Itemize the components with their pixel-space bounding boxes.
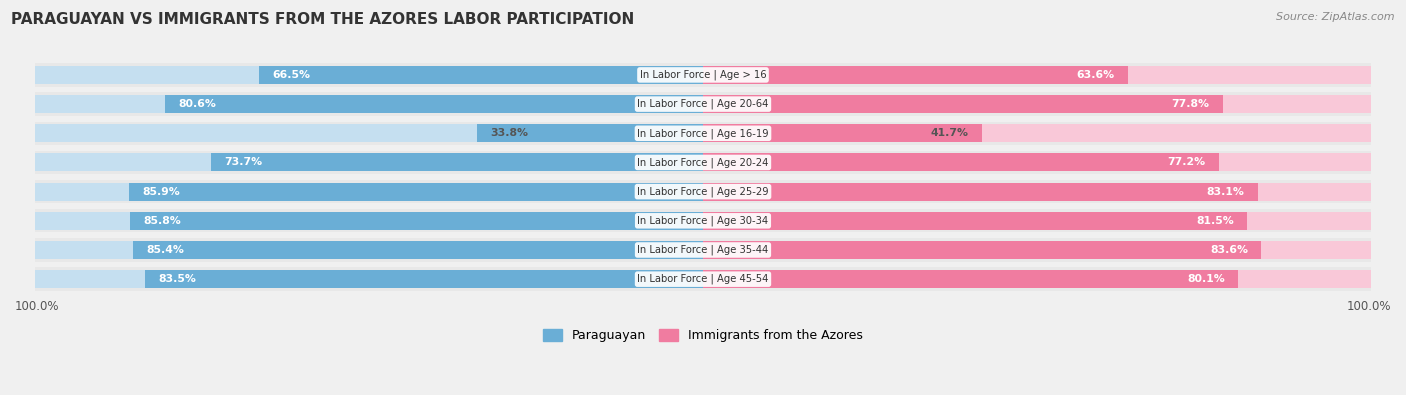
Bar bbox=[35, 212, 703, 230]
Text: PARAGUAYAN VS IMMIGRANTS FROM THE AZORES LABOR PARTICIPATION: PARAGUAYAN VS IMMIGRANTS FROM THE AZORES… bbox=[11, 12, 634, 27]
Bar bbox=[165, 95, 703, 113]
Text: In Labor Force | Age 45-54: In Labor Force | Age 45-54 bbox=[637, 274, 769, 284]
Bar bbox=[703, 95, 1371, 113]
Bar bbox=[35, 92, 1371, 116]
Text: In Labor Force | Age 20-24: In Labor Force | Age 20-24 bbox=[637, 157, 769, 168]
Bar bbox=[703, 241, 1371, 259]
Text: In Labor Force | Age 16-19: In Labor Force | Age 16-19 bbox=[637, 128, 769, 139]
Bar bbox=[703, 124, 1371, 142]
Bar bbox=[35, 238, 1371, 261]
Bar bbox=[35, 124, 703, 142]
Text: In Labor Force | Age 25-29: In Labor Force | Age 25-29 bbox=[637, 186, 769, 197]
Bar bbox=[129, 182, 703, 201]
Text: 41.7%: 41.7% bbox=[931, 128, 969, 138]
Text: 63.6%: 63.6% bbox=[1077, 70, 1115, 80]
Text: 85.8%: 85.8% bbox=[143, 216, 181, 226]
Bar bbox=[211, 153, 703, 171]
Text: 73.7%: 73.7% bbox=[224, 158, 262, 167]
Bar bbox=[703, 270, 1371, 288]
Text: 80.6%: 80.6% bbox=[179, 99, 217, 109]
Bar bbox=[35, 122, 1371, 145]
Bar bbox=[703, 182, 1258, 201]
Text: 100.0%: 100.0% bbox=[15, 300, 59, 313]
Text: In Labor Force | Age 20-64: In Labor Force | Age 20-64 bbox=[637, 99, 769, 109]
Bar bbox=[703, 270, 1239, 288]
Text: 100.0%: 100.0% bbox=[1347, 300, 1391, 313]
Text: In Labor Force | Age 35-44: In Labor Force | Age 35-44 bbox=[637, 245, 769, 255]
Text: 77.8%: 77.8% bbox=[1171, 99, 1209, 109]
Bar bbox=[35, 241, 703, 259]
Bar bbox=[145, 270, 703, 288]
Bar bbox=[35, 63, 1371, 87]
Bar bbox=[703, 153, 1371, 171]
Bar bbox=[35, 66, 703, 84]
Bar bbox=[703, 153, 1219, 171]
Bar bbox=[259, 66, 703, 84]
Text: In Labor Force | Age > 16: In Labor Force | Age > 16 bbox=[640, 70, 766, 80]
Bar bbox=[703, 212, 1371, 230]
Text: 83.6%: 83.6% bbox=[1211, 245, 1249, 255]
Text: 83.1%: 83.1% bbox=[1206, 186, 1244, 197]
Bar bbox=[703, 212, 1247, 230]
Text: 77.2%: 77.2% bbox=[1167, 158, 1205, 167]
Bar bbox=[703, 66, 1128, 84]
Bar bbox=[703, 182, 1371, 201]
Bar bbox=[35, 267, 1371, 291]
Text: 66.5%: 66.5% bbox=[273, 70, 311, 80]
Bar bbox=[132, 241, 703, 259]
Text: 80.1%: 80.1% bbox=[1187, 274, 1225, 284]
Bar bbox=[35, 180, 1371, 203]
Bar bbox=[703, 66, 1371, 84]
Text: 85.4%: 85.4% bbox=[146, 245, 184, 255]
Text: 83.5%: 83.5% bbox=[159, 274, 197, 284]
Bar bbox=[35, 151, 1371, 174]
Bar bbox=[703, 124, 981, 142]
Bar bbox=[35, 270, 703, 288]
Bar bbox=[703, 95, 1223, 113]
Legend: Paraguayan, Immigrants from the Azores: Paraguayan, Immigrants from the Azores bbox=[538, 324, 868, 347]
Bar bbox=[703, 241, 1261, 259]
Bar bbox=[35, 153, 703, 171]
Bar bbox=[35, 95, 703, 113]
Text: 33.8%: 33.8% bbox=[491, 128, 529, 138]
Text: 85.9%: 85.9% bbox=[142, 186, 180, 197]
Bar bbox=[477, 124, 703, 142]
Text: Source: ZipAtlas.com: Source: ZipAtlas.com bbox=[1277, 12, 1395, 22]
Bar bbox=[35, 182, 703, 201]
Bar bbox=[35, 209, 1371, 233]
Bar bbox=[129, 212, 703, 230]
Text: 81.5%: 81.5% bbox=[1197, 216, 1234, 226]
Text: In Labor Force | Age 30-34: In Labor Force | Age 30-34 bbox=[637, 216, 769, 226]
